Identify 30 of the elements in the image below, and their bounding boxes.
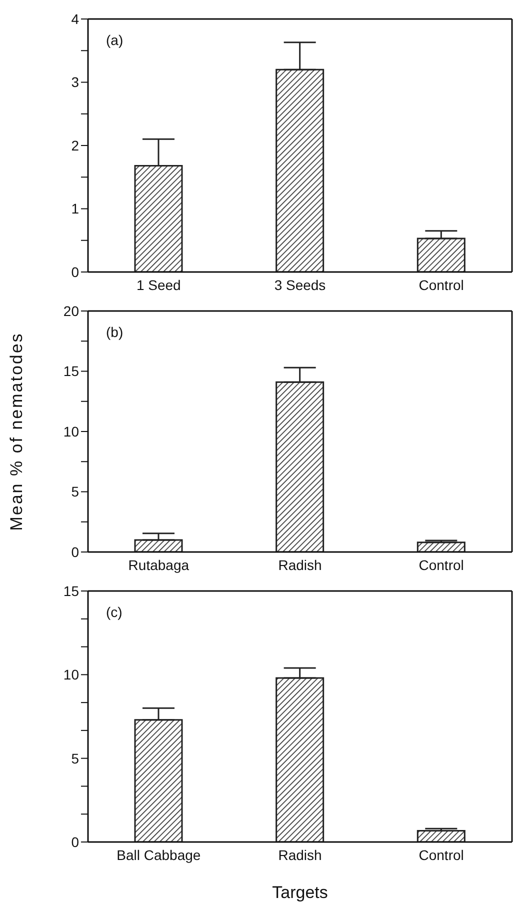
y-tick-label: 2 [71,137,80,154]
y-tick-label: 1 [71,200,80,217]
y-tick-label: 15 [63,363,80,380]
x-tick-label: 1 Seed [136,276,181,293]
annotation: (b) [106,324,124,340]
x-tick-label: Control [418,276,464,293]
x-tick-label: Radish [278,846,322,863]
x-tick-label: 3 Seeds [274,276,326,293]
y-tick-label: 5 [71,484,80,500]
x-tick-label: Control [418,846,464,863]
y-tick-label: 0 [71,834,80,850]
y-tick-label: 15 [63,582,80,599]
x-tick-label: Ball Cabbage [116,846,201,863]
x-tick-label: Radish [278,556,322,573]
x-axis-title: Targets [272,883,328,902]
bar [416,542,466,552]
y-tick-label: 3 [71,74,80,90]
y-tick-label: 4 [71,10,80,27]
y-tick-label: 5 [71,750,80,766]
y-tick-label: 10 [63,666,80,683]
y-tick-label: 0 [71,544,80,560]
x-tick-label: Control [418,556,464,573]
annotation: (a) [106,32,124,48]
y-tick-label: 10 [63,423,80,440]
x-tick-label: Rutabaga [128,556,190,573]
annotation: (c) [106,604,122,620]
y-axis-title: Mean % of nematodes [7,332,26,531]
bar [416,830,466,842]
y-tick-label: 0 [71,264,80,280]
y-tick-label: 20 [63,302,80,319]
